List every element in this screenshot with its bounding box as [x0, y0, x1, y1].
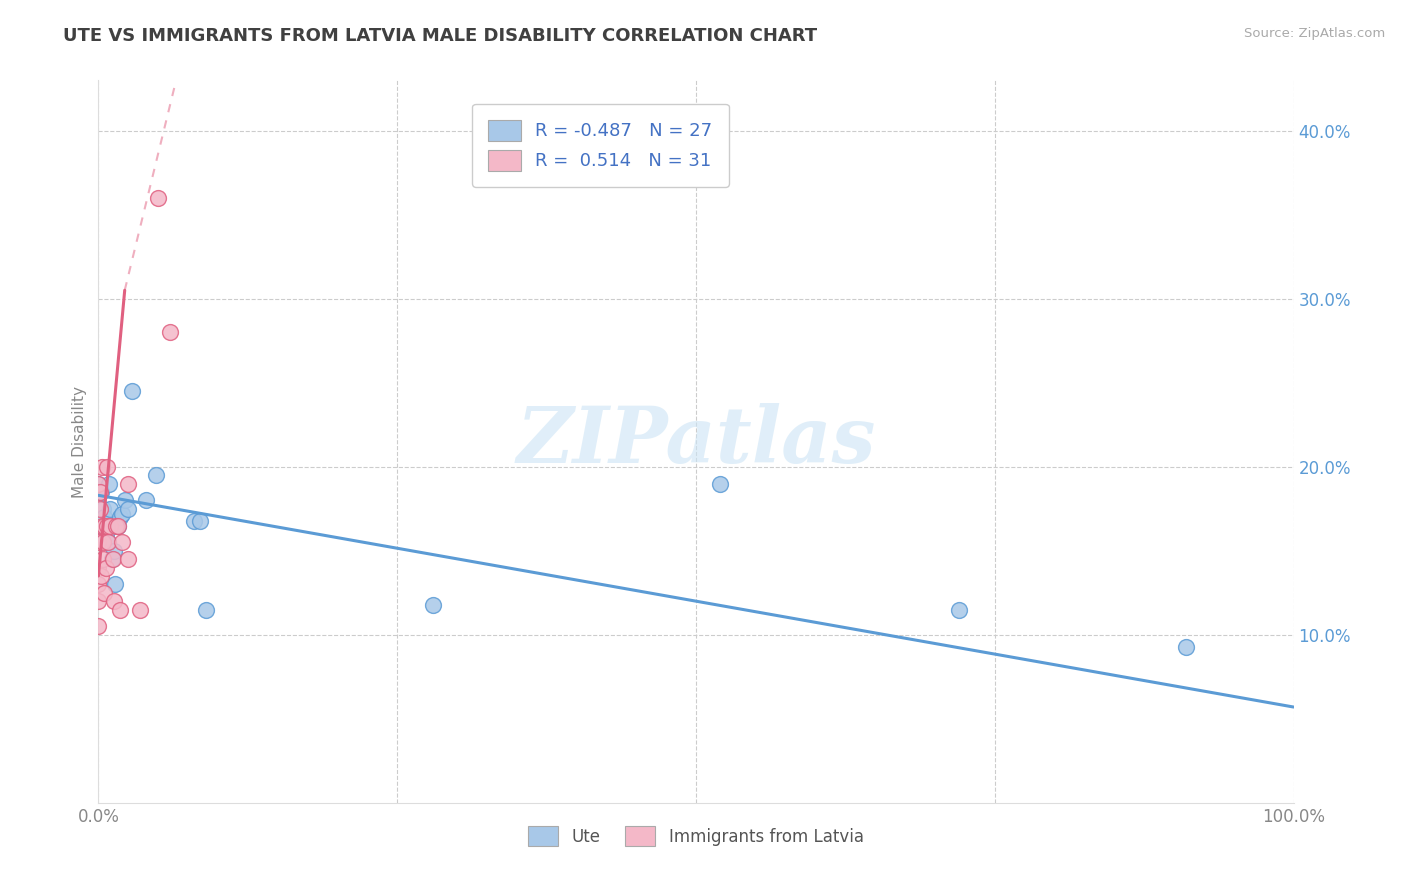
- Point: [422, 598, 444, 612]
- Point: [135, 493, 157, 508]
- Point: [91, 552, 114, 566]
- Point: [91, 459, 114, 474]
- Point: [87, 560, 110, 574]
- Point: [97, 535, 120, 549]
- Point: [117, 552, 139, 566]
- Point: [108, 510, 131, 524]
- Point: [948, 602, 970, 616]
- Point: [96, 535, 118, 549]
- Point: [93, 586, 115, 600]
- Y-axis label: Male Disability: Male Disability: [72, 385, 87, 498]
- Point: [111, 507, 134, 521]
- Point: [107, 518, 129, 533]
- Point: [103, 594, 125, 608]
- Point: [89, 485, 111, 500]
- Point: [87, 476, 110, 491]
- Point: [188, 514, 211, 528]
- Point: [183, 514, 205, 528]
- Point: [108, 602, 131, 616]
- Point: [87, 577, 110, 591]
- Point: [90, 485, 112, 500]
- Point: [195, 602, 218, 616]
- Point: [94, 560, 117, 574]
- Point: [107, 518, 129, 533]
- Point: [91, 535, 114, 549]
- Point: [104, 577, 127, 591]
- Point: [96, 518, 118, 533]
- Point: [98, 501, 122, 516]
- Point: [96, 459, 118, 474]
- Point: [121, 384, 143, 398]
- Point: [87, 619, 110, 633]
- Point: [114, 493, 136, 508]
- Point: [87, 535, 110, 549]
- Point: [159, 326, 181, 340]
- Legend: Ute, Immigrants from Latvia: Ute, Immigrants from Latvia: [522, 820, 870, 852]
- Point: [87, 594, 110, 608]
- Point: [98, 476, 121, 491]
- Point: [129, 602, 152, 616]
- Point: [87, 476, 110, 491]
- Point: [1175, 640, 1198, 654]
- Point: [89, 501, 111, 516]
- Point: [93, 510, 115, 524]
- Point: [100, 552, 122, 566]
- Point: [94, 527, 117, 541]
- Point: [93, 518, 115, 533]
- Text: Source: ZipAtlas.com: Source: ZipAtlas.com: [1244, 27, 1385, 40]
- Point: [91, 501, 114, 516]
- Point: [145, 468, 167, 483]
- Point: [91, 518, 114, 533]
- Point: [117, 476, 139, 491]
- Point: [105, 518, 128, 533]
- Text: ZIPatlas: ZIPatlas: [516, 403, 876, 480]
- Point: [117, 501, 139, 516]
- Point: [97, 535, 120, 549]
- Point: [111, 535, 134, 549]
- Point: [90, 569, 112, 583]
- Point: [709, 476, 731, 491]
- Point: [98, 518, 122, 533]
- Point: [148, 191, 170, 205]
- Point: [103, 543, 125, 558]
- Text: UTE VS IMMIGRANTS FROM LATVIA MALE DISABILITY CORRELATION CHART: UTE VS IMMIGRANTS FROM LATVIA MALE DISAB…: [63, 27, 817, 45]
- Point: [101, 552, 124, 566]
